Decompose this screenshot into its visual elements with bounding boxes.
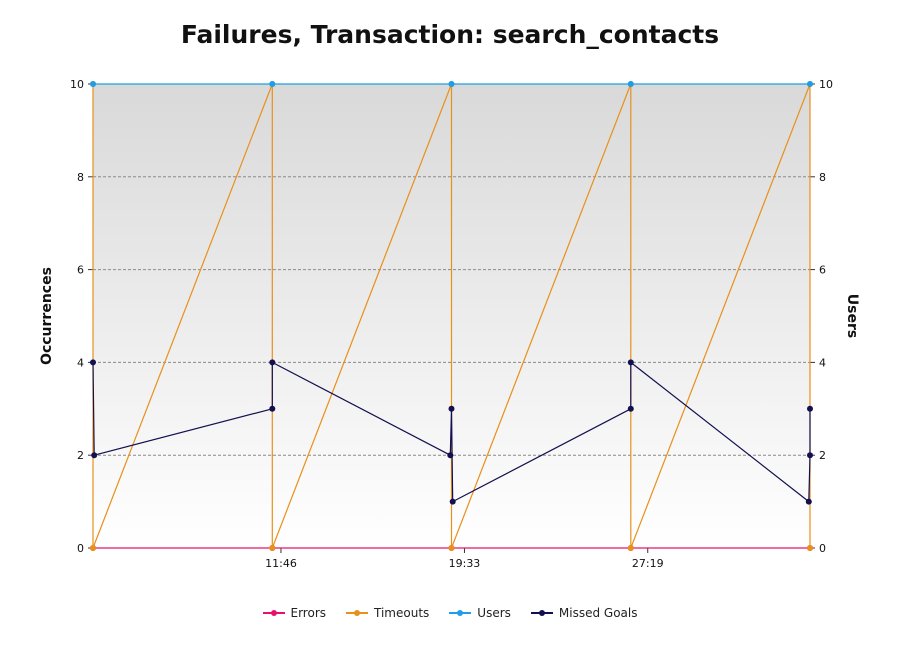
- legend-label-missed-goals: Missed Goals: [558, 606, 638, 620]
- y2-tick-label: 10: [819, 78, 833, 91]
- series-users: [90, 81, 813, 87]
- data-point-users: [448, 81, 455, 87]
- y2-tick-label: 6: [819, 264, 826, 277]
- data-point-missed-goals: [449, 498, 456, 505]
- legend-item-missed-goals[interactable]: Missed Goals: [530, 606, 638, 620]
- data-point-missed-goals: [807, 405, 813, 412]
- legend: Errors Timeouts Users Missed Goals: [0, 606, 900, 620]
- data-point-missed-goals: [269, 359, 276, 366]
- data-point-missed-goals: [805, 498, 812, 505]
- data-point-timeouts: [627, 545, 634, 551]
- data-point-users: [90, 81, 96, 87]
- legend-label-errors: Errors: [290, 606, 327, 620]
- data-point-missed-goals: [627, 405, 634, 412]
- data-point-missed-goals: [269, 405, 276, 412]
- x-tick-label: 27:19: [632, 557, 664, 570]
- data-point-missed-goals: [447, 452, 454, 459]
- series-missed-goals: [90, 359, 813, 505]
- data-point-timeouts: [269, 545, 276, 551]
- legend-item-timeouts[interactable]: Timeouts: [346, 606, 429, 620]
- legend-item-users[interactable]: Users: [449, 606, 511, 620]
- data-point-missed-goals: [627, 359, 634, 366]
- series: [90, 81, 813, 551]
- data-point-missed-goals: [91, 452, 98, 459]
- x-tick-label: 11:46: [265, 557, 297, 570]
- y-tick-label: 0: [77, 542, 84, 555]
- legend-item-errors[interactable]: Errors: [262, 606, 327, 620]
- y-tick-label: 8: [77, 171, 84, 184]
- y2-tick-label: 8: [819, 171, 826, 184]
- data-point-users: [807, 81, 813, 87]
- data-point-timeouts: [807, 545, 813, 551]
- errors-line-icon: [262, 608, 285, 618]
- y2-tick-label: 4: [819, 356, 826, 369]
- x-tick-label: 19:33: [449, 557, 481, 570]
- y2-tick-label: 2: [819, 449, 826, 462]
- y2-axis-label: Users: [844, 294, 860, 338]
- data-point-users: [627, 81, 634, 87]
- y-tick-label: 2: [77, 449, 84, 462]
- missed-goals-line-icon: [530, 608, 553, 618]
- data-point-users: [269, 81, 276, 87]
- data-point-timeouts: [448, 545, 455, 551]
- y-axis-label: Occurrences: [39, 267, 55, 365]
- data-point-missed-goals: [448, 405, 455, 412]
- chart-title: Failures, Transaction: search_contacts: [180, 20, 720, 49]
- series-line-timeouts: [92, 83, 811, 549]
- data-point-timeouts: [90, 545, 96, 551]
- y-tick-label: 6: [77, 264, 84, 277]
- data-point-missed-goals: [807, 452, 813, 459]
- data-point-missed-goals: [90, 359, 96, 366]
- y-tick-label: 10: [70, 78, 84, 91]
- legend-label-users: Users: [477, 606, 511, 620]
- timeouts-line-icon: [346, 608, 369, 618]
- legend-label-timeouts: Timeouts: [374, 606, 430, 620]
- y2-tick-label: 0: [819, 542, 826, 555]
- users-line-icon: [449, 608, 472, 618]
- y-tick-label: 4: [77, 356, 84, 369]
